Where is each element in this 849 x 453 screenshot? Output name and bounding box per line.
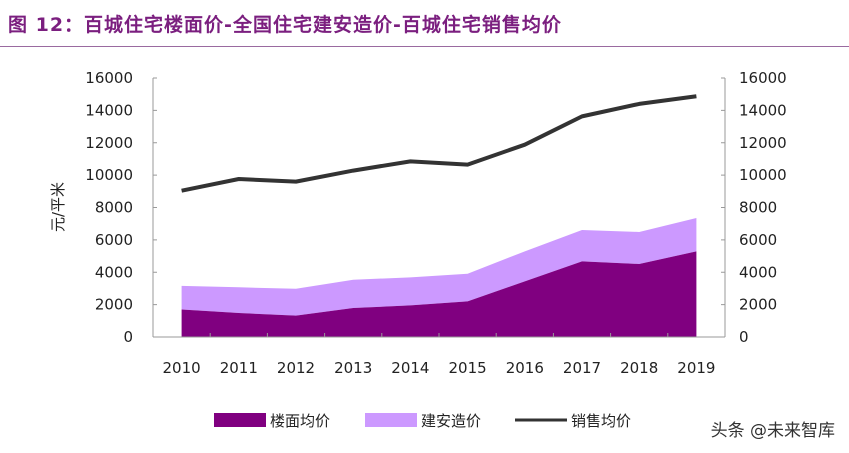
chart-title: 图 12：百城住宅楼面价-全国住宅建安造价-百城住宅销售均价 <box>8 14 562 36</box>
y2-tick-label: 0 <box>739 328 749 346</box>
legend-label: 楼面均价 <box>270 412 330 430</box>
y2-tick-label: 10000 <box>739 166 787 184</box>
x-tick-label: 2012 <box>277 359 315 377</box>
x-tick-label: 2014 <box>391 359 429 377</box>
x-tick-label: 2019 <box>677 359 715 377</box>
x-tick-label: 2011 <box>220 359 258 377</box>
y-axis-label: 元/平米 <box>49 182 67 232</box>
legend-swatch-jianan <box>365 413 417 427</box>
y2-tick-label: 8000 <box>739 199 777 217</box>
y-tick-label: 0 <box>123 328 133 346</box>
y-tick-label: 16000 <box>85 69 133 87</box>
legend-label: 建安造价 <box>421 412 481 430</box>
y-tick-label: 12000 <box>85 134 133 152</box>
x-tick-label: 2017 <box>563 359 601 377</box>
watermark: 头条 @未来智库 <box>710 421 835 441</box>
y-tick-label: 6000 <box>95 231 133 249</box>
y-tick-label: 8000 <box>95 199 133 217</box>
y-tick-label: 2000 <box>95 296 133 314</box>
y2-tick-label: 4000 <box>739 263 777 281</box>
line-series-xiaoshou <box>181 94 697 193</box>
y2-tick-label: 14000 <box>739 101 787 119</box>
title-divider <box>0 46 849 47</box>
x-tick-label: 2015 <box>449 359 487 377</box>
x-tick-label: 2013 <box>334 359 372 377</box>
x-tick-label: 2016 <box>506 359 544 377</box>
y2-tick-label: 6000 <box>739 231 777 249</box>
y-tick-label: 10000 <box>85 166 133 184</box>
area-series-jianan <box>181 218 697 316</box>
legend-swatch-loumian <box>214 413 266 427</box>
y-tick-label: 4000 <box>95 263 133 281</box>
y2-tick-label: 16000 <box>739 69 787 87</box>
x-tick-label: 2018 <box>620 359 658 377</box>
y2-tick-label: 2000 <box>739 296 777 314</box>
area-series-loumian <box>181 251 697 337</box>
y2-tick-label: 12000 <box>739 134 787 152</box>
x-tick-label: 2010 <box>163 359 201 377</box>
y-tick-label: 14000 <box>85 101 133 119</box>
legend-label: 销售均价 <box>571 412 631 430</box>
